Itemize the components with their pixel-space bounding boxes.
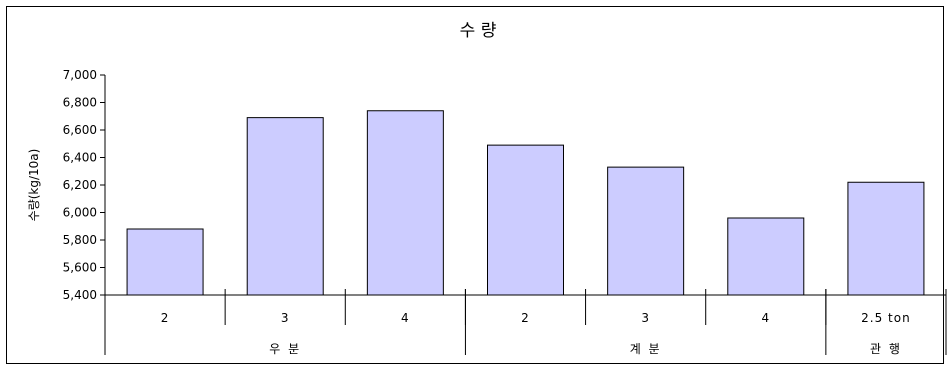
bar	[607, 166, 685, 296]
x-tick-label: 2	[521, 311, 530, 325]
y-tick-label: 6,600	[63, 123, 97, 137]
y-tick-label: 6,200	[63, 178, 97, 192]
bar	[727, 217, 805, 296]
y-tick-label: 5,400	[63, 288, 97, 302]
bar	[847, 181, 925, 296]
x-tick-label: 4	[761, 311, 770, 325]
y-tick-label: 5,800	[63, 233, 97, 247]
x-tick-label: 3	[281, 311, 290, 325]
x-tick-label: 4	[401, 311, 410, 325]
y-tick-label: 7,000	[63, 68, 97, 82]
bar	[126, 228, 204, 296]
y-tick-label: 6,800	[63, 96, 97, 110]
x-tick-label: 3	[641, 311, 650, 325]
group-label: 관 행	[870, 341, 902, 356]
bar	[366, 110, 444, 296]
x-tick-label: 2.5 ton	[861, 311, 911, 325]
bar	[246, 117, 324, 296]
x-tick-label: 2	[161, 311, 170, 325]
y-tick-label: 6,400	[63, 151, 97, 165]
bar	[487, 144, 564, 296]
chart-title: 수 량	[460, 21, 497, 41]
group-label: 계 분	[630, 342, 662, 356]
y-tick-label: 6,000	[63, 206, 97, 220]
y-tick-label: 5,600	[63, 261, 97, 275]
group-label: 우 분	[269, 342, 301, 356]
y-axis-label: 수량(kg/10a)	[27, 149, 41, 222]
chart-frame	[6, 6, 944, 364]
plot-area: 5,400 5,600 5,800 6,000 6,200 6,400 6,600 6,800…	[63, 68, 947, 356]
